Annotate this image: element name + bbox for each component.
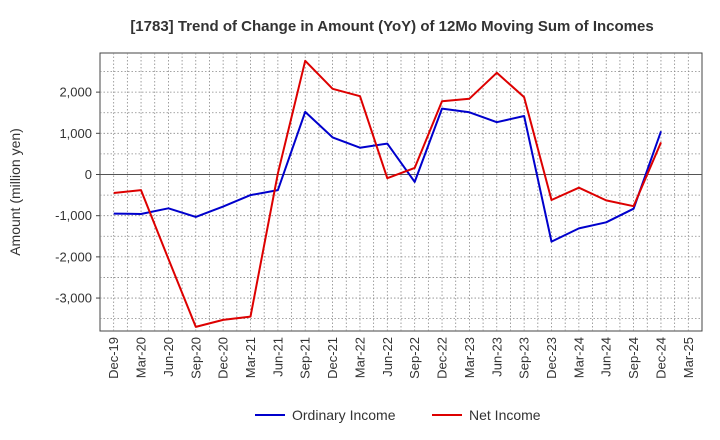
x-tick-label: Dec-22 (435, 337, 450, 379)
x-tick-label: Jun-23 (489, 337, 504, 377)
series-line-ordinary-income (113, 107, 662, 243)
x-tick-label: Mar-20 (134, 337, 149, 378)
grid (100, 53, 702, 331)
x-tick-label: Sep-21 (298, 337, 313, 379)
plot-area (99, 52, 703, 332)
x-tick-label: Mar-22 (352, 337, 367, 378)
x-tick-label: Sep-23 (517, 337, 532, 379)
x-tick-label: Jun-21 (270, 337, 285, 377)
x-tick-label: Dec-19 (106, 337, 121, 379)
series-lines (113, 59, 662, 328)
legend-label: Ordinary Income (292, 407, 396, 423)
x-tick-label: Dec-23 (544, 337, 559, 379)
chart-title: [1783] Trend of Change in Amount (YoY) o… (130, 18, 653, 35)
y-tick-label: -1,000 (55, 208, 92, 223)
x-tick-label: Sep-22 (407, 337, 422, 379)
y-axis-label: Amount (million yen) (7, 128, 23, 256)
y-axis-ticks: -3,000 -2,000 -1,000 0 1,000 2,000 (55, 85, 100, 306)
x-axis-ticks: Dec-19 Mar-20 Jun-20 Sep-20 Dec-20 Mar-21 Jun-… (106, 337, 696, 379)
series-line-net-income (113, 59, 662, 328)
x-tick-label: Sep-20 (188, 337, 203, 379)
legend-label: Net Income (469, 407, 541, 423)
x-tick-label: Dec-24 (653, 337, 668, 379)
x-tick-label: Dec-21 (325, 337, 340, 379)
y-tick-label: -3,000 (55, 291, 92, 306)
y-tick-label: 0 (85, 167, 92, 182)
legend: Ordinary Income Net Income (255, 407, 541, 423)
x-tick-label: Mar-23 (462, 337, 477, 378)
y-tick-label: 2,000 (59, 85, 92, 100)
y-tick-label: 1,000 (59, 126, 92, 141)
x-tick-label: Jun-22 (380, 337, 395, 377)
x-tick-label: Mar-24 (571, 337, 586, 378)
y-tick-label: -2,000 (55, 249, 92, 264)
x-tick-label: Sep-24 (626, 337, 641, 379)
x-tick-label: Jun-20 (161, 337, 176, 377)
x-tick-label: Mar-21 (243, 337, 258, 378)
x-tick-label: Dec-20 (216, 337, 231, 379)
x-tick-label: Jun-24 (599, 337, 614, 377)
x-tick-label: Mar-25 (681, 337, 696, 378)
